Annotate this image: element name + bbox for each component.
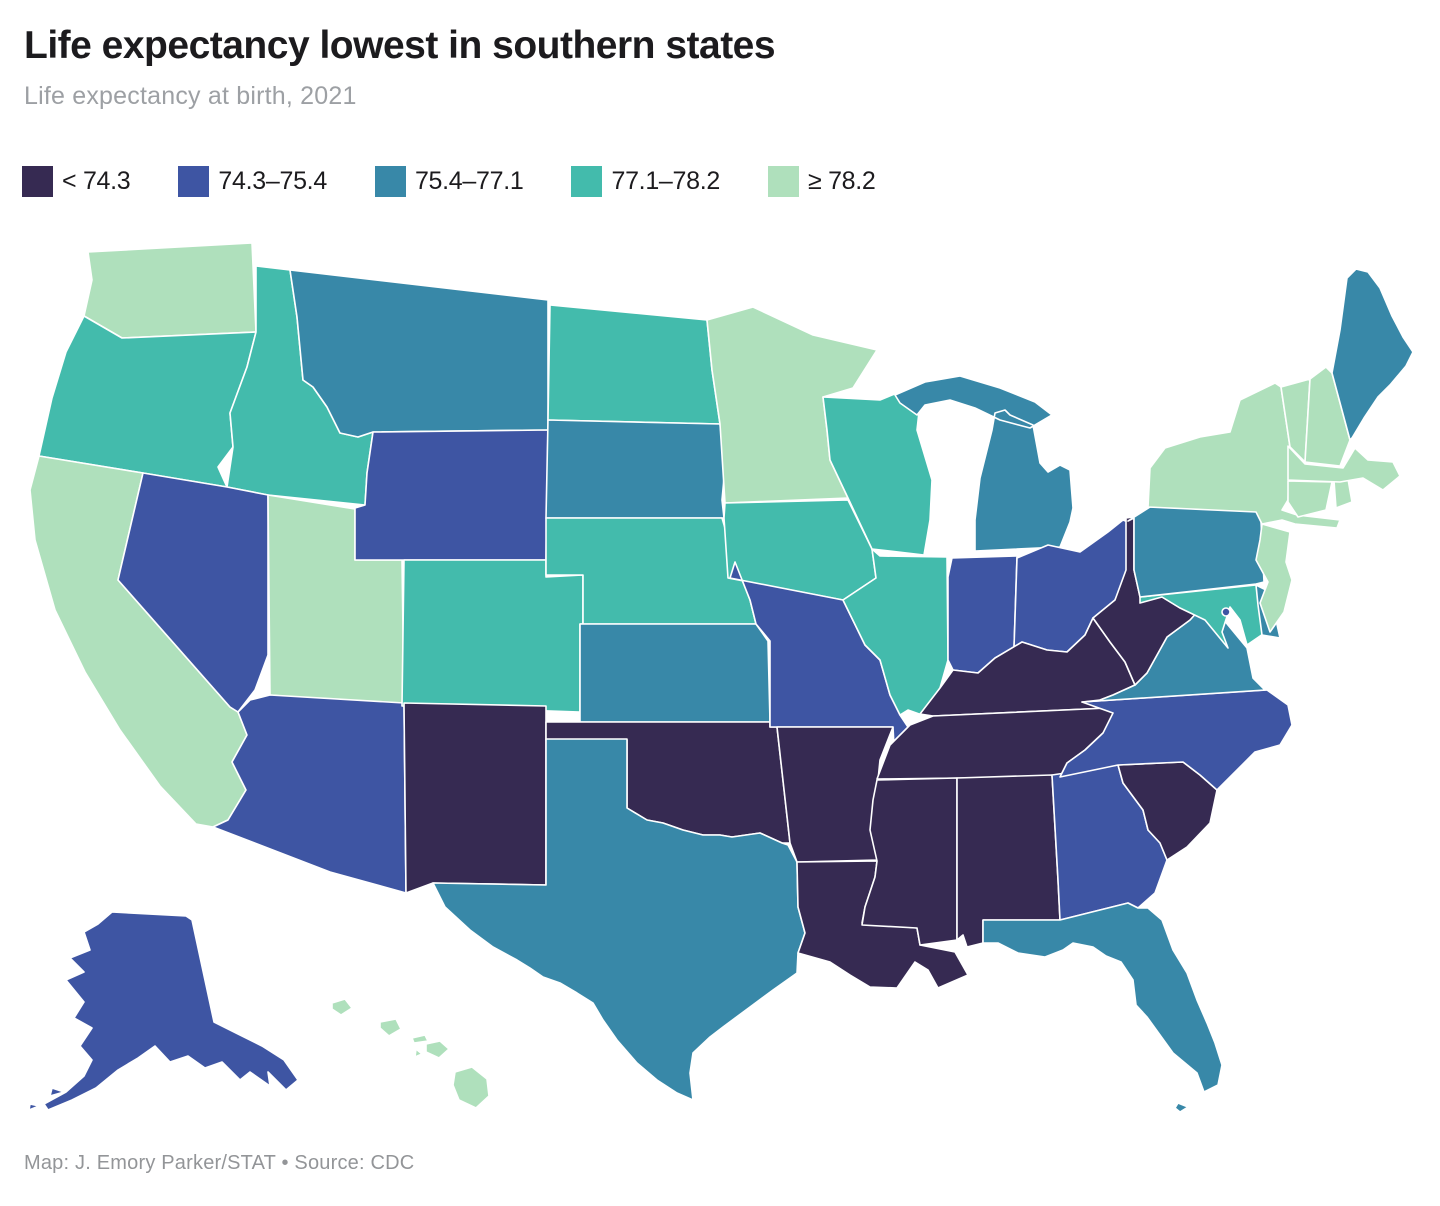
state-HI[interactable]: Hawaii — ≥ 78.2 xyxy=(331,998,490,1109)
state-ME[interactable]: Maine — 75.4–77.1 xyxy=(1331,268,1414,441)
source-credit: Map: J. Emory Parker/STAT • Source: CDC xyxy=(24,1152,415,1174)
legend-swatch-icon xyxy=(374,166,406,197)
chart-header: Life expectancy lowest in southern state… xyxy=(24,24,1414,111)
legend-label: ≥ 78.2 xyxy=(808,167,876,195)
legend-label: 75.4–77.1 xyxy=(414,167,524,195)
state-AK[interactable]: Alaska — 74.3–75.4 xyxy=(28,911,299,1111)
state-CT[interactable]: Connecticut — ≥ 78.2 xyxy=(1287,480,1333,518)
chart-subtitle: Life expectancy at birth, 2021 xyxy=(24,82,357,110)
state-PA[interactable]: Pennsylvania — 75.4–77.1 xyxy=(1127,500,1265,598)
legend-item-0: < 74.3 xyxy=(22,166,131,197)
us-choropleth-map: Washington — ≥ 78.2Oregon — 77.1–78.2Cal… xyxy=(25,235,1425,1115)
state-NC[interactable]: North Carolina — 74.3–75.4 xyxy=(1059,689,1293,791)
legend-swatch-icon xyxy=(768,166,799,197)
legend-item-2: 75.4–77.1 xyxy=(374,166,524,197)
state-IL[interactable]: Illinois — 77.1–78.2 xyxy=(842,548,949,716)
legend-label: 77.1–78.2 xyxy=(611,167,720,195)
legend: < 74.3 74.3–75.4 75.4–77.1 77.1–78.2 ≥ 78.2 xyxy=(22,166,876,197)
state-MT[interactable]: Montana — 75.4–77.1 xyxy=(289,269,549,438)
state-WA[interactable]: Washington — ≥ 78.2 xyxy=(83,242,257,339)
state-ND[interactable]: North Dakota — 77.1–78.2 xyxy=(547,304,721,425)
legend-swatch-icon xyxy=(178,166,210,197)
state-MS[interactable]: Mississippi — < 74.3 xyxy=(861,777,958,946)
state-FL[interactable]: Florida — 75.4–77.1 xyxy=(982,902,1223,1113)
legend-label: 74.3–75.4 xyxy=(218,167,327,195)
state-RI[interactable]: Rhode Island — ≥ 78.2 xyxy=(1333,478,1353,509)
legend-swatch-icon xyxy=(571,166,603,197)
legend-label: < 74.3 xyxy=(62,167,131,195)
state-DC[interactable]: District of Columbia — 74.3–75.4 xyxy=(1221,607,1231,617)
state-NV[interactable]: Nevada — 74.3–75.4 xyxy=(117,472,269,713)
state-WY[interactable]: Wyoming — 74.3–75.4 xyxy=(354,429,549,561)
state-AZ[interactable]: Arizona — 74.3–75.4 xyxy=(212,694,407,894)
state-SD[interactable]: South Dakota — 75.4–77.1 xyxy=(545,419,726,519)
state-TX[interactable]: Texas — 75.4–77.1 xyxy=(432,738,806,1101)
legend-swatch-icon xyxy=(22,166,53,197)
state-KS[interactable]: Kansas — 75.4–77.1 xyxy=(579,623,771,723)
legend-item-1: 74.3–75.4 xyxy=(178,166,327,197)
map-svg: Washington — ≥ 78.2Oregon — 77.1–78.2Cal… xyxy=(28,242,1414,1113)
state-NM[interactable]: New Mexico — < 74.3 xyxy=(403,702,547,894)
state-MA[interactable]: Massachusetts — ≥ 78.2 xyxy=(1287,445,1401,491)
state-WI[interactable]: Wisconsin — 77.1–78.2 xyxy=(822,392,933,556)
chart-title: Life expectancy lowest in southern state… xyxy=(24,24,776,67)
state-NJ[interactable]: New Jersey — ≥ 78.2 xyxy=(1255,523,1293,633)
legend-item-3: 77.1–78.2 xyxy=(571,166,720,197)
state-MI[interactable]: Michigan — 75.4–77.1 xyxy=(894,375,1074,552)
legend-item-4: ≥ 78.2 xyxy=(768,166,876,197)
state-CO[interactable]: Colorado — 77.1–78.2 xyxy=(401,559,584,713)
